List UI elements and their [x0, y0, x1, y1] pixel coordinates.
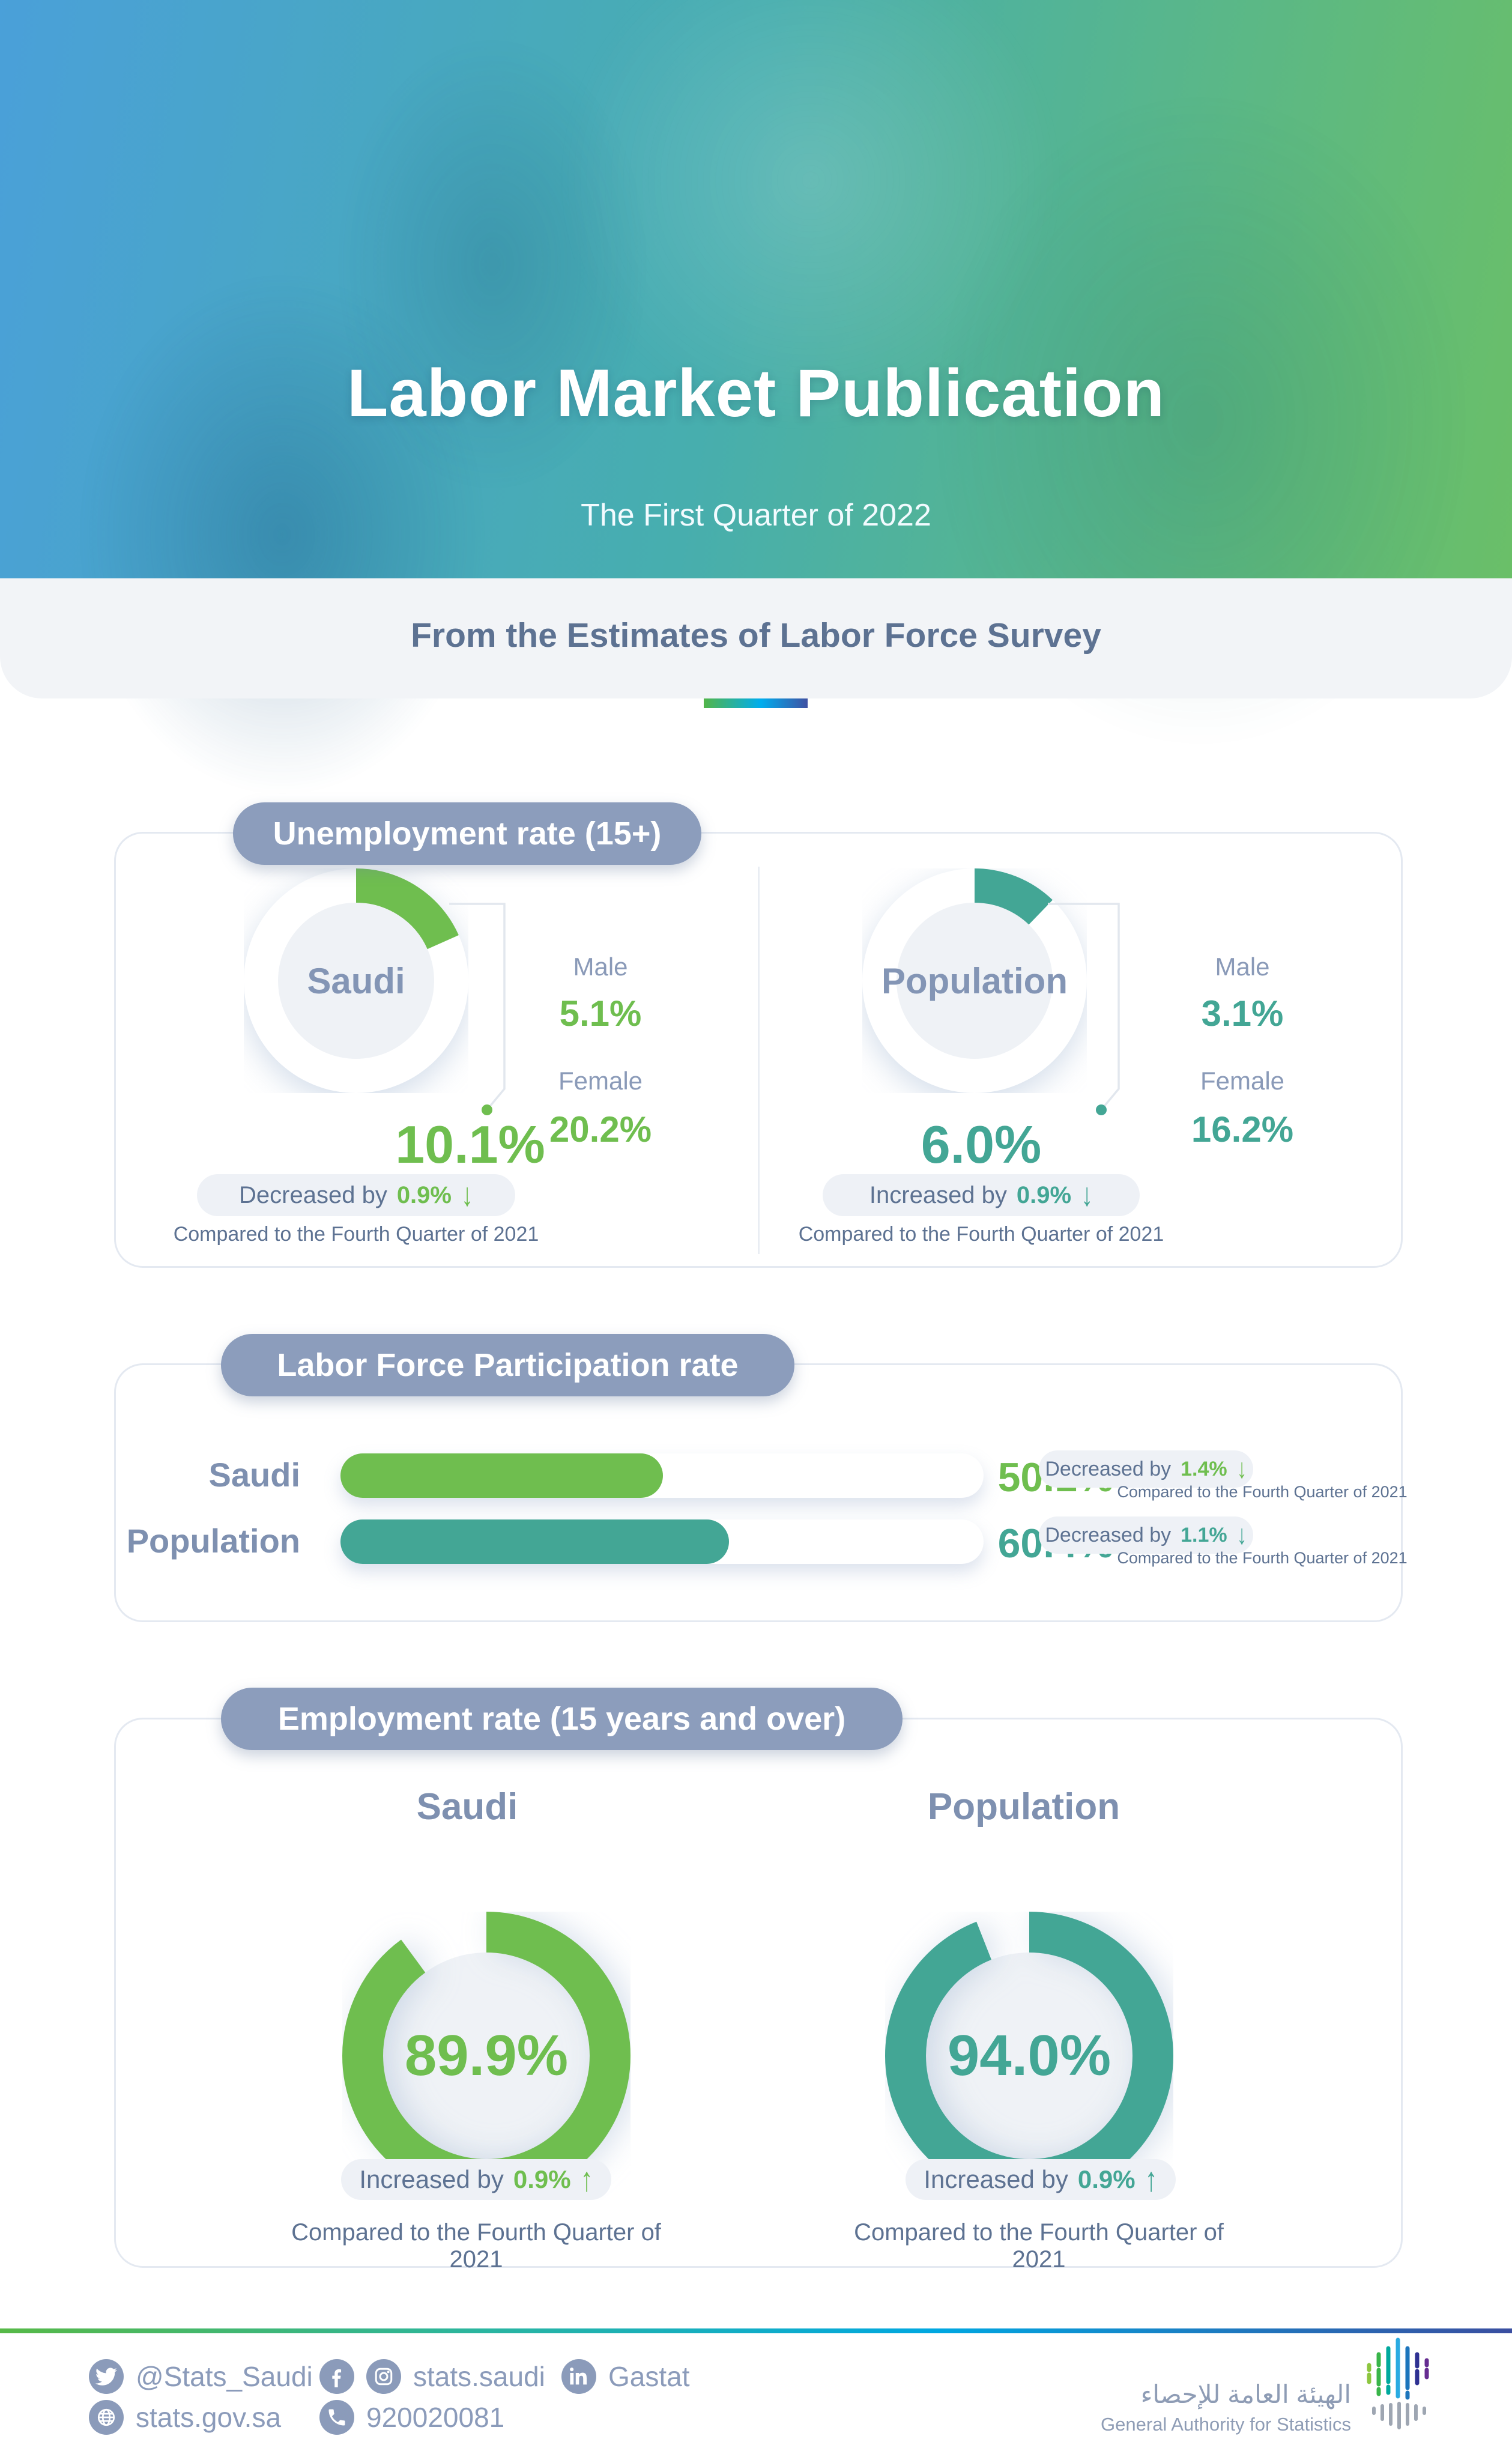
facebook-icon [319, 2359, 354, 2394]
social-handle: stats.saudi [413, 2361, 545, 2392]
participation-bar-population [340, 1519, 729, 1564]
down-arrow-icon: ↓ [1236, 1453, 1247, 1484]
employment-section-title: Employment rate (15 years and over) [221, 1688, 903, 1750]
up-arrow-icon: ↑ [580, 2160, 593, 2199]
hero-photo-silhouette [336, 36, 649, 492]
hero-photo-silhouette [540, 0, 1081, 450]
hero-photo-silhouette [72, 264, 492, 805]
unemployment-saudi-donut: Saudi [244, 868, 468, 1093]
website-link[interactable]: stats.gov.sa [89, 2400, 281, 2435]
phone-contact[interactable]: 920020081 [319, 2400, 504, 2435]
linkedin-icon [561, 2359, 596, 2394]
participation-section-title: Labor Force Participation rate [221, 1334, 794, 1396]
saudi-unemployment-arc [244, 868, 468, 1093]
population-female-value: 16.2% [1191, 1109, 1294, 1150]
employment-saudi-heading: Saudi [416, 1786, 518, 1828]
employment-population-value: 94.0% [947, 2023, 1111, 2088]
participation-track-saudi [340, 1453, 984, 1498]
unemployment-section-title: Unemployment rate (15+) [233, 802, 701, 865]
down-arrow-icon: ↓ [461, 1177, 473, 1213]
participation-compare-saudi: Compared to the Fourth Quarter of 2021 [1117, 1483, 1408, 1501]
employment-compare-population: Compared to the Fourth Quarter of 2021 [854, 2219, 1224, 2273]
gastat-logo-mark [1367, 2337, 1429, 2429]
population-donut-label: Population [881, 960, 1068, 1001]
instagram-icon [366, 2359, 401, 2394]
gastat-logo-text: الهيئة العامة للإحصاء General Authority … [901, 2380, 1351, 2435]
down-arrow-icon: ↓ [1081, 1177, 1093, 1213]
participation-card: Labor Force Participation rate Saudi 50.… [114, 1334, 1408, 1622]
gradient-underline [704, 698, 808, 708]
twitter-icon [89, 2359, 124, 2394]
twitter-link[interactable]: @Stats_Saudi [89, 2359, 313, 2394]
org-name-english: General Authority for Statistics [1101, 2414, 1351, 2435]
saudi-male-label: Male [573, 953, 628, 981]
vertical-divider [758, 867, 760, 1254]
population-unemployment-value: 6.0% [921, 1115, 1042, 1174]
population-callout-bracket [1048, 903, 1120, 1115]
population-female-label: Female [1200, 1067, 1285, 1095]
saudi-male-value: 5.1% [559, 993, 642, 1034]
employment-change-population: Increased by 0.9% ↑ [906, 2159, 1176, 2200]
banner-title: From the Estimates of Labor Force Survey [411, 616, 1101, 655]
twitter-handle: @Stats_Saudi [136, 2361, 313, 2392]
website-url: stats.gov.sa [136, 2402, 282, 2433]
employment-compare-saudi: Compared to the Fourth Quarter of 2021 [291, 2219, 661, 2273]
saudi-female-value: 20.2% [549, 1109, 652, 1150]
population-compare-note: Compared to the Fourth Quarter of 2021 [798, 1223, 1164, 1246]
phone-number: 920020081 [366, 2402, 505, 2433]
participation-compare-population: Compared to the Fourth Quarter of 2021 [1117, 1549, 1408, 1567]
employment-card: Employment rate (15 years and over) Saud… [114, 1688, 1403, 2273]
saudi-change-badge: Decreased by 0.9% ↓ [197, 1174, 515, 1216]
page-title: Labor Market Publication [347, 356, 1165, 431]
down-arrow-icon: ↓ [1236, 1519, 1247, 1550]
population-unemployment-arc [862, 868, 1087, 1093]
saudi-donut-label: Saudi [307, 960, 405, 1001]
hero-header: Labor Market Publication The First Quart… [0, 0, 1512, 805]
unemployment-population-donut: Population [862, 868, 1087, 1093]
participation-track-population [340, 1519, 984, 1564]
unemployment-card: Unemployment rate (15+) Saudi 10.1% Male… [114, 802, 1403, 1268]
population-male-label: Male [1215, 953, 1270, 981]
employment-change-saudi: Increased by 0.9% ↑ [341, 2159, 611, 2200]
facebook-instagram-link[interactable]: stats.saudi [319, 2359, 545, 2394]
participation-row-label: Saudi [208, 1456, 300, 1494]
participation-row-label: Population [126, 1522, 300, 1560]
employment-saudi-value: 89.9% [404, 2023, 569, 2088]
participation-bar-saudi [340, 1453, 663, 1498]
employment-population-heading: Population [927, 1786, 1120, 1828]
population-male-value: 3.1% [1201, 993, 1284, 1034]
up-arrow-icon: ↑ [1145, 2160, 1158, 2199]
org-name-arabic: الهيئة العامة للإحصاء [1140, 2380, 1351, 2408]
saudi-female-label: Female [558, 1067, 643, 1095]
globe-icon [89, 2400, 124, 2435]
page-subtitle: The First Quarter of 2022 [581, 498, 931, 533]
footer-gradient-rule [0, 2328, 1512, 2333]
participation-change-saudi: Decreased by 1.4% ↓ [1039, 1450, 1253, 1488]
employment-population-donut: 94.0% [885, 1912, 1173, 2200]
linkedin-link[interactable]: Gastat [561, 2359, 690, 2394]
saudi-unemployment-value: 10.1% [395, 1115, 545, 1174]
phone-icon [319, 2400, 354, 2435]
saudi-callout-bracket [449, 903, 506, 1115]
population-change-badge: Increased by 0.9% ↓ [823, 1174, 1140, 1216]
survey-banner: From the Estimates of Labor Force Survey [0, 578, 1512, 708]
linkedin-handle: Gastat [608, 2361, 690, 2392]
participation-change-population: Decreased by 1.1% ↓ [1039, 1516, 1253, 1554]
employment-saudi-donut: 89.9% [342, 1912, 631, 2200]
saudi-compare-note: Compared to the Fourth Quarter of 2021 [173, 1223, 539, 1246]
